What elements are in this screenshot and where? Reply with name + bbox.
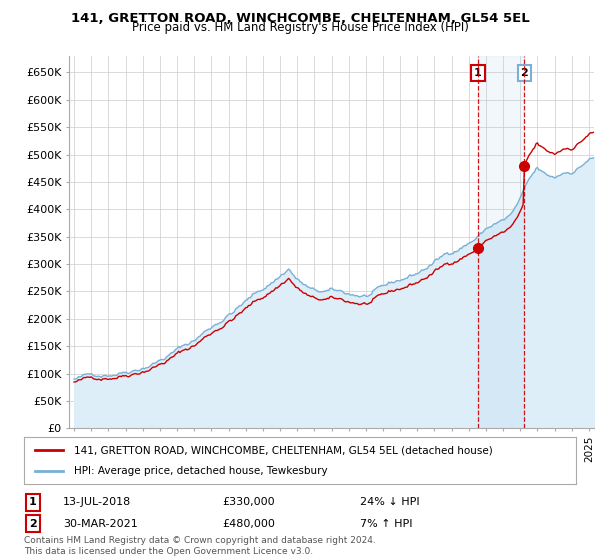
- Text: HPI: Average price, detached house, Tewkesbury: HPI: Average price, detached house, Tewk…: [74, 466, 328, 476]
- Text: 1: 1: [29, 497, 37, 507]
- Text: Price paid vs. HM Land Registry's House Price Index (HPI): Price paid vs. HM Land Registry's House …: [131, 21, 469, 34]
- Bar: [478, 56, 524, 428]
- Text: Contains HM Land Registry data © Crown copyright and database right 2024.
This d: Contains HM Land Registry data © Crown c…: [24, 536, 376, 556]
- Text: 24% ↓ HPI: 24% ↓ HPI: [360, 497, 419, 507]
- Text: 30-MAR-2021: 30-MAR-2021: [63, 519, 138, 529]
- Text: £480,000: £480,000: [222, 519, 275, 529]
- Text: 2: 2: [520, 68, 528, 78]
- Text: £330,000: £330,000: [222, 497, 275, 507]
- Text: 2: 2: [29, 519, 37, 529]
- Text: 1: 1: [474, 68, 482, 78]
- Text: 7% ↑ HPI: 7% ↑ HPI: [360, 519, 413, 529]
- Text: 13-JUL-2018: 13-JUL-2018: [63, 497, 131, 507]
- Text: 141, GRETTON ROAD, WINCHCOMBE, CHELTENHAM, GL54 5EL (detached house): 141, GRETTON ROAD, WINCHCOMBE, CHELTENHA…: [74, 445, 493, 455]
- Text: 141, GRETTON ROAD, WINCHCOMBE, CHELTENHAM, GL54 5EL: 141, GRETTON ROAD, WINCHCOMBE, CHELTENHA…: [71, 12, 529, 25]
